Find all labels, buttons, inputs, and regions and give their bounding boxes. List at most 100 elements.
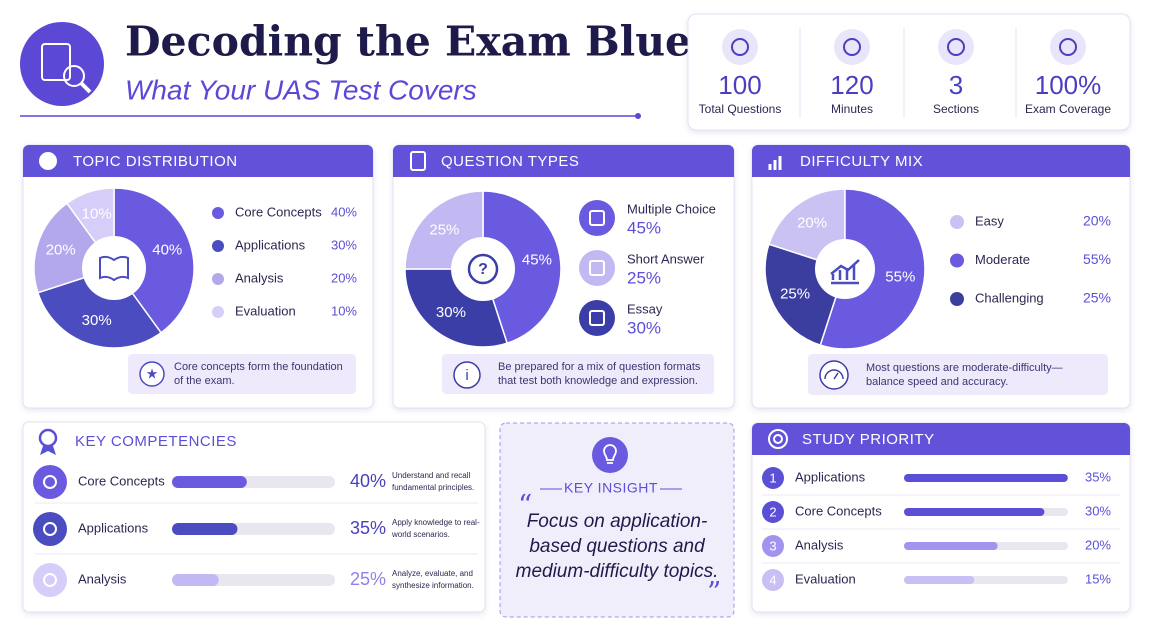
icon bbox=[824, 369, 844, 380]
row-label: Applications bbox=[795, 469, 866, 484]
legend-label: Analysis bbox=[235, 270, 284, 285]
note: of the exam. bbox=[174, 375, 235, 387]
legend-dot bbox=[212, 273, 224, 285]
slice-label: 30% bbox=[82, 312, 112, 329]
stat-icon bbox=[1059, 38, 1077, 56]
row-icon bbox=[33, 465, 67, 499]
icon bbox=[773, 434, 783, 444]
note: Most questions are moderate-difficulty— bbox=[866, 362, 1063, 374]
stat-label: Sections bbox=[933, 102, 979, 116]
bar bbox=[904, 508, 1045, 516]
row-label: Analysis bbox=[795, 537, 844, 552]
row-description: fundamental principles. bbox=[392, 483, 474, 492]
legend-icon bbox=[589, 310, 605, 326]
legend-icon bbox=[579, 300, 615, 336]
panel-title: TOPIC DISTRIBUTION bbox=[73, 153, 238, 170]
slice-label: 55% bbox=[885, 269, 915, 286]
legend-label: Short Answer bbox=[627, 251, 705, 266]
panel-header bbox=[393, 145, 734, 177]
legend-label: Multiple Choice bbox=[627, 201, 716, 216]
legend-label: Core Concepts bbox=[235, 204, 322, 219]
legend-icon bbox=[579, 200, 615, 236]
icon bbox=[819, 360, 849, 390]
icon bbox=[768, 429, 788, 449]
legend-value: 25% bbox=[627, 268, 661, 287]
legend-label: Evaluation bbox=[235, 303, 296, 318]
icon bbox=[453, 361, 481, 389]
legend-dot bbox=[212, 207, 224, 219]
insight-title: KEY INSIGHT bbox=[564, 480, 658, 496]
icon bbox=[830, 259, 860, 285]
row-description: Apply knowledge to real- bbox=[392, 518, 480, 527]
icon bbox=[79, 81, 92, 94]
row-description: Understand and recall bbox=[392, 471, 470, 480]
rank-badge bbox=[762, 569, 784, 591]
row-label: Core Concepts bbox=[795, 503, 882, 518]
panel-header bbox=[752, 145, 1130, 177]
subtitle: What Your UAS Test Covers bbox=[125, 74, 477, 105]
legend-value: 20% bbox=[331, 270, 357, 285]
icon bbox=[139, 361, 165, 387]
legend-value: 30% bbox=[627, 318, 661, 337]
note: Be prepared for a mix of question format… bbox=[498, 361, 701, 373]
stat-icon bbox=[843, 38, 861, 56]
bar-value: 35% bbox=[1085, 469, 1111, 484]
legend-value: 25% bbox=[1083, 290, 1111, 306]
legend-label: Challenging bbox=[975, 290, 1044, 305]
legend-value: 40% bbox=[331, 204, 357, 219]
rank: 4 bbox=[769, 572, 776, 587]
bar-value: 25% bbox=[350, 569, 386, 589]
bar-value: 20% bbox=[1085, 537, 1111, 552]
insight-text: Focus on application- bbox=[527, 511, 708, 532]
insight-box bbox=[499, 422, 735, 618]
note-box bbox=[442, 354, 714, 394]
note: balance speed and accuracy. bbox=[866, 376, 1008, 388]
bar bbox=[172, 476, 247, 488]
stat-icon bbox=[947, 38, 965, 56]
stat-icon bbox=[722, 29, 758, 65]
bar-value: 35% bbox=[350, 518, 386, 538]
panel-title: DIFFICULTY MIX bbox=[800, 153, 923, 170]
legend-dot bbox=[950, 292, 964, 306]
row-icon bbox=[43, 475, 57, 489]
legend-value: 30% bbox=[331, 237, 357, 252]
stat-icon bbox=[731, 38, 749, 56]
rank-badge bbox=[762, 467, 784, 489]
slice-label: 45% bbox=[522, 251, 552, 268]
pie-slice bbox=[482, 190, 562, 345]
legend-value: 20% bbox=[1083, 213, 1111, 229]
stat-label: Exam Coverage bbox=[1025, 102, 1111, 116]
legend-icon bbox=[589, 260, 605, 276]
legend-dot bbox=[950, 253, 964, 268]
header-icon bbox=[20, 22, 104, 106]
slice-label: 30% bbox=[436, 304, 466, 321]
legend-label: Moderate bbox=[975, 252, 1030, 267]
bar bbox=[904, 474, 1068, 482]
pie-center bbox=[451, 237, 515, 301]
bar-value: 15% bbox=[1085, 571, 1111, 586]
icon bbox=[99, 255, 129, 282]
legend-dot bbox=[212, 240, 224, 252]
pie-center bbox=[82, 236, 146, 300]
stat-icon bbox=[938, 29, 974, 65]
row-description: synthesize information. bbox=[392, 581, 474, 590]
stat-value: 100 bbox=[718, 70, 761, 100]
stat-value: 100% bbox=[1035, 70, 1102, 100]
slice-label: 25% bbox=[780, 285, 810, 302]
stat-value: 120 bbox=[830, 70, 873, 100]
pie-slice bbox=[36, 267, 163, 349]
legend-icon bbox=[589, 210, 605, 226]
row-label: Core Concepts bbox=[78, 473, 165, 488]
icon bbox=[768, 156, 782, 170]
slice-label: 10% bbox=[82, 206, 112, 223]
slice-label: 25% bbox=[429, 221, 459, 238]
quote-mark: “ bbox=[518, 489, 532, 522]
divider-dot bbox=[635, 113, 641, 119]
legend-label: Applications bbox=[235, 237, 306, 252]
row-label: Evaluation bbox=[795, 571, 856, 586]
rank-badge bbox=[762, 501, 784, 523]
row-icon bbox=[43, 522, 57, 536]
rank: 2 bbox=[769, 504, 776, 519]
bar bbox=[172, 523, 238, 535]
